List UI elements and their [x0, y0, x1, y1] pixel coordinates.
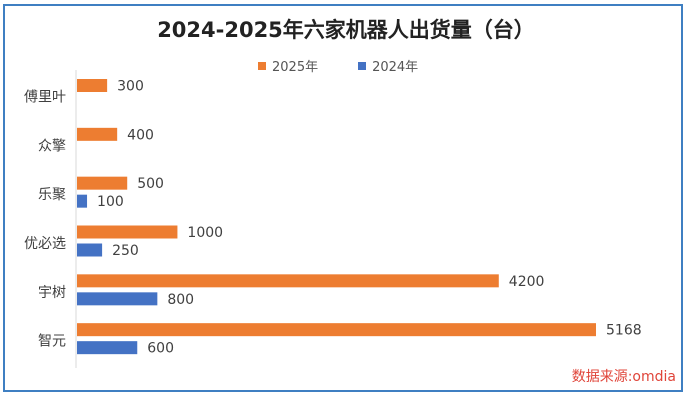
category-label: 众擎 [38, 138, 66, 154]
data-label-2024: 600 [147, 341, 174, 357]
bar-2025 [77, 127, 118, 141]
bar-2025 [77, 274, 499, 288]
legend-item-2024: 2024年 [358, 56, 418, 75]
legend-label-2025: 2025年 [272, 60, 319, 75]
source-note: 数据来源:omdia [571, 369, 676, 385]
bar-2024 [77, 243, 103, 257]
category-label: 乐聚 [38, 187, 66, 203]
bar-2024 [77, 194, 88, 208]
bar-2025 [77, 323, 596, 337]
data-label-2025: 5168 [606, 323, 642, 339]
data-label-2024: 800 [167, 292, 194, 308]
legend-swatch-2024 [358, 61, 367, 70]
category-label: 宇树 [38, 285, 66, 301]
data-label-2024: 250 [112, 243, 139, 259]
legend-swatch-2025 [258, 61, 266, 70]
data-label-2025: 1000 [187, 225, 223, 241]
data-label-2025: 300 [117, 79, 144, 95]
legend-label-2024: 2024年 [372, 60, 419, 75]
bar-2025 [77, 176, 128, 190]
legend: 2025年 2024年 [258, 56, 458, 75]
category-label: 优必选 [24, 236, 66, 252]
data-label-2025: 500 [137, 176, 164, 192]
bar-2025 [77, 79, 108, 92]
bar-2024 [77, 292, 158, 306]
data-label-2025: 400 [127, 127, 154, 143]
bar-2024 [77, 341, 138, 355]
category-label: 智元 [38, 334, 66, 350]
data-label-2024: 100 [97, 194, 124, 210]
data-label-2025: 4200 [509, 274, 545, 290]
category-label: 傅里叶 [24, 89, 66, 105]
bar-2025 [77, 225, 178, 239]
legend-item-2025: 2025年 [258, 56, 318, 75]
chart-title: 2024-2025年六家机器人出货量（台） [157, 18, 535, 42]
